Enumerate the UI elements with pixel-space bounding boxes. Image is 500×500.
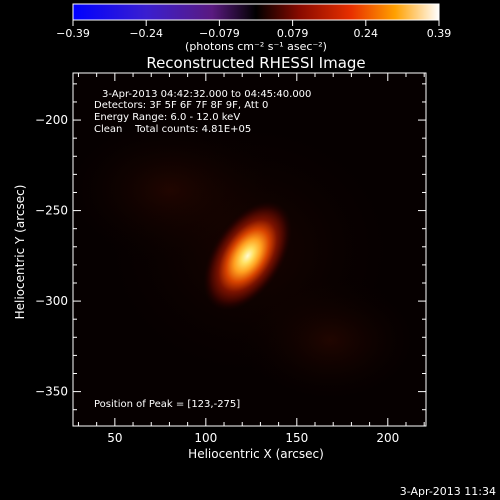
colorbar-label: (photons cm⁻² s⁻¹ asec⁻²) — [185, 40, 327, 53]
flare-source — [203, 201, 293, 311]
colorbar — [72, 3, 440, 21]
y-axis-label: Heliocentric Y (arcsec) — [13, 185, 27, 320]
image-plot-area — [73, 73, 426, 426]
axis-ticks: 50 100 150 200 −200 −250 −300 −350 — [35, 73, 426, 445]
colorbar-tick-label-2: −0.079 — [199, 27, 240, 40]
plot-frame — [72, 72, 427, 427]
x-tick-label-3: 200 — [376, 431, 399, 445]
chart-title: Reconstructed RHESSI Image — [146, 54, 365, 72]
annotation-detectors: Detectors: 3F 5F 6F 7F 8F 9F, Att 0 — [94, 100, 268, 111]
colorbar-ticks: −0.39 −0.24 −0.079 0.079 0.24 0.39 — [56, 20, 451, 40]
annotation-counts: Clean Total counts: 4.81E+05 — [94, 124, 251, 135]
y-tick-label-3: −350 — [35, 385, 68, 399]
colorbar-tick-label-4: 0.24 — [354, 27, 379, 40]
x-tick-label-2: 150 — [285, 431, 308, 445]
colorbar-tick-label-3: 0.079 — [277, 27, 309, 40]
y-tick-label-2: −300 — [35, 294, 68, 308]
colorbar-tick-label-1: −0.24 — [129, 27, 163, 40]
x-axis-label: Heliocentric X (arcsec) — [188, 447, 324, 461]
y-tick-label-0: −200 — [35, 113, 68, 127]
timestamp: 3-Apr-2013 11:34 — [400, 485, 496, 498]
x-tick-label-1: 100 — [194, 431, 217, 445]
colorbar-tick-label-5: 0.39 — [427, 27, 452, 40]
x-tick-label-0: 50 — [107, 431, 122, 445]
annotation-block: 3-Apr-2013 04:42:32.000 to 04:45:40.000 … — [94, 89, 311, 410]
annotation-energy: Energy Range: 6.0 - 12.0 keV — [94, 112, 240, 123]
peak-position-label: Position of Peak = [123,-275] — [94, 399, 240, 410]
colorbar-tick-label-0: −0.39 — [56, 27, 90, 40]
y-tick-label-1: −250 — [35, 204, 68, 218]
annotation-time: 3-Apr-2013 04:42:32.000 to 04:45:40.000 — [102, 89, 311, 100]
